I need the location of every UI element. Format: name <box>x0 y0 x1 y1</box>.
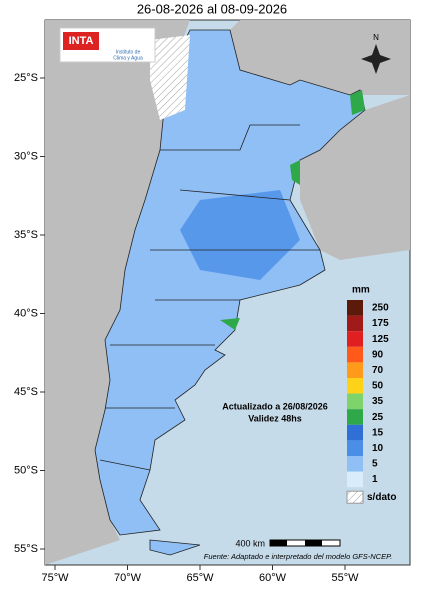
compass <box>361 44 391 74</box>
lat-label: 55°S <box>14 543 38 555</box>
legend-swatch <box>347 393 363 410</box>
legend-swatch <box>347 346 363 363</box>
north-label: N <box>373 33 379 42</box>
province-borders <box>99 124 320 471</box>
legend-label: 175 <box>372 318 389 329</box>
legend-swatch <box>346 490 364 504</box>
lat-label: 30°S <box>14 150 38 162</box>
neighbor-east <box>300 95 410 260</box>
legend-swatch <box>347 471 363 488</box>
logo-subtext: Clima y Agua <box>113 55 143 61</box>
neighbor-chile <box>45 20 190 565</box>
legend-swatch <box>347 440 363 456</box>
logo-text: INTA <box>69 35 94 47</box>
legend-swatch <box>347 378 363 394</box>
lon-label: 70°W <box>114 572 142 584</box>
legend-label: 5 <box>372 459 378 470</box>
legend-swatch <box>347 409 363 425</box>
legend-swatch <box>347 315 363 332</box>
no-data-area <box>150 35 190 120</box>
neighbor-north <box>230 20 410 95</box>
rain-area <box>180 190 300 280</box>
source: Fuente: Adaptado e interpretado del mode… <box>204 552 392 561</box>
scale-bar <box>269 539 341 547</box>
scale-label: 400 km <box>235 538 265 548</box>
legend-swatch <box>347 456 363 472</box>
lon-label: 65°W <box>186 572 214 584</box>
legend-label: 35 <box>372 396 384 407</box>
legend-swatch <box>347 300 363 316</box>
tierra-del-fuego <box>149 539 201 556</box>
lat-label: 50°S <box>14 464 38 476</box>
legend-label: 1 <box>372 474 378 485</box>
lat-label: 40°S <box>14 307 38 319</box>
lat-label: 25°S <box>14 72 38 84</box>
annotation: Validez 48hs <box>248 413 302 423</box>
legend-label: 25 <box>372 412 384 423</box>
legend-swatch <box>347 362 363 378</box>
legend-label: 50 <box>372 381 384 392</box>
title: 26-08-2026 al 08-09-2026 <box>137 1 287 16</box>
lat-label: 35°S <box>14 229 38 241</box>
legend-label: s/dato <box>367 492 396 503</box>
legend-label: 70 <box>372 365 384 376</box>
legend-label: 90 <box>372 349 384 360</box>
lon-label: 55°W <box>331 572 359 584</box>
logo-mark <box>63 32 99 50</box>
legend-label: 15 <box>372 427 384 438</box>
lat-label: 45°S <box>14 386 38 398</box>
lon-label: 75°W <box>41 572 69 584</box>
annotation: Actualizado a 26/08/2026 <box>222 401 328 411</box>
lon-label: 60°W <box>259 572 287 584</box>
legend-label: 250 <box>372 303 389 314</box>
legend-unit: mm <box>352 285 370 296</box>
legend-label: 125 <box>372 334 389 345</box>
logo-subtext: Instituto de <box>116 49 141 55</box>
legend-swatch <box>347 331 363 347</box>
legend-swatch <box>347 424 363 441</box>
legend-label: 10 <box>372 443 384 454</box>
